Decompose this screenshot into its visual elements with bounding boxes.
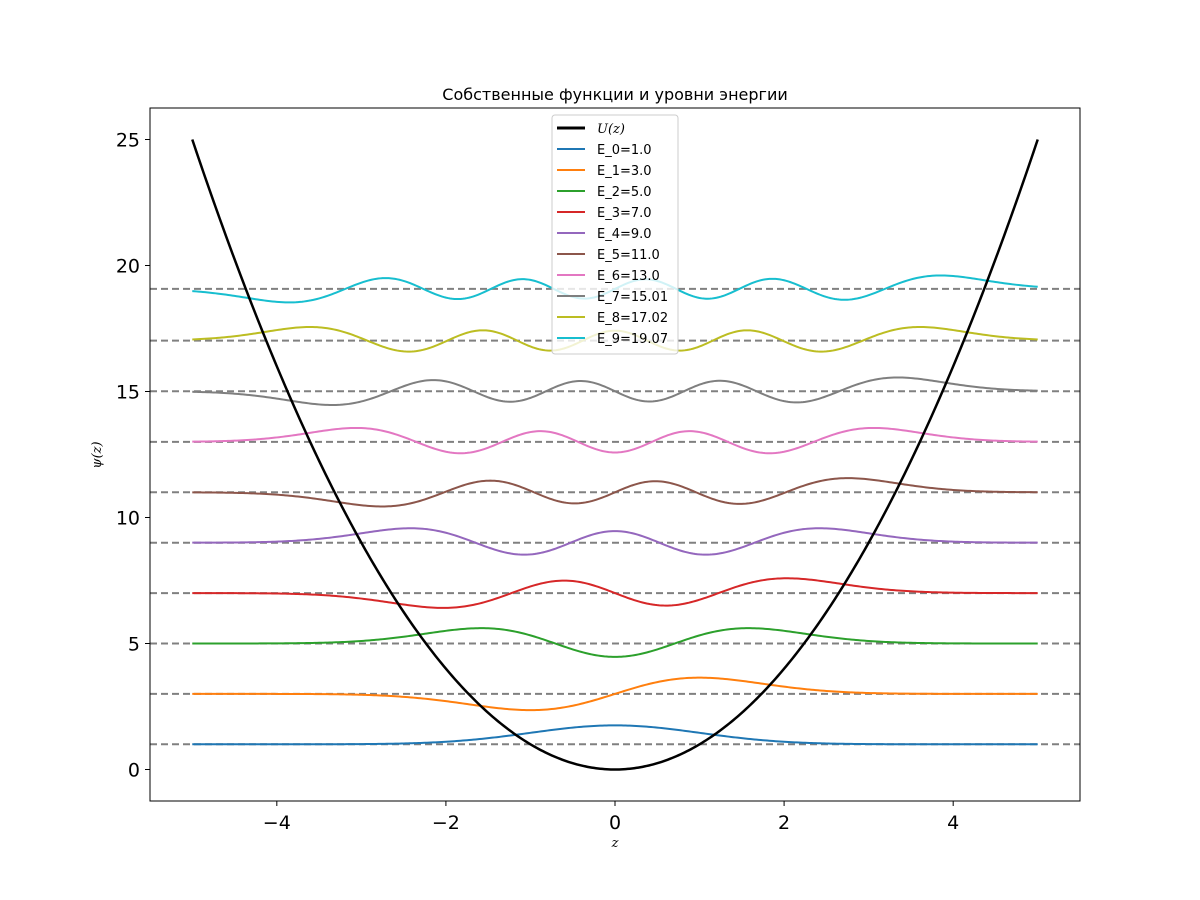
legend-label-potential: U(z)	[597, 122, 625, 137]
eigenfunction-line-5	[192, 477, 1038, 508]
legend-label-e7: E_7=15.01	[597, 290, 668, 305]
eigenfunction-line-6	[192, 426, 1038, 455]
legend-label-e2: E_2=5.0	[597, 185, 652, 200]
legend-label-e6: E_6=13.0	[597, 269, 660, 284]
legend: U(z) E_0=1.0 E_1=3.0 E_2=5.0 E_3=7.0 E_4=9.0 E…	[551, 114, 679, 355]
legend-label-e9: E_9=19.07	[597, 332, 668, 347]
y-tick-label: 15	[116, 382, 140, 404]
eigenfunction-line-7	[192, 376, 1038, 407]
x-tick-label: 0	[609, 812, 621, 834]
y-axis-label: ψ(z)	[90, 441, 105, 468]
eigenfunction-line-3	[192, 577, 1038, 609]
chart-title: Собственные функции и уровни энергии	[442, 85, 787, 104]
x-tick-label: −4	[263, 812, 291, 834]
y-tick-label: 5	[128, 634, 140, 656]
y-tick-label: 10	[116, 508, 140, 530]
y-tick-label: 0	[128, 760, 140, 782]
eigenfunction-line-0	[192, 724, 1038, 746]
eigenfunction-line-4	[192, 527, 1038, 556]
potential-curve	[191, 139, 1039, 771]
potential-curve-group	[191, 139, 1039, 771]
legend-label-e8: E_8=17.02	[597, 311, 668, 326]
x-axis-ticks: −4 −2 0 2 4	[263, 801, 959, 834]
y-tick-label: 20	[116, 256, 140, 278]
x-axis-label: z	[611, 836, 619, 851]
y-tick-label: 25	[116, 130, 140, 152]
x-tick-label: −2	[432, 812, 460, 834]
legend-label-e5: E_5=11.0	[597, 248, 660, 263]
legend-box	[551, 114, 679, 355]
x-tick-label: 2	[778, 812, 790, 834]
eigenfunction-line-2	[192, 627, 1038, 658]
x-tick-label: 4	[947, 812, 959, 834]
legend-label-e0: E_0=1.0	[597, 143, 652, 158]
eigenfunction-line-1	[192, 676, 1038, 712]
y-axis-ticks: 0 5 10 15 20 25	[116, 130, 150, 782]
legend-label-e1: E_1=3.0	[597, 164, 652, 179]
legend-label-e3: E_3=7.0	[597, 206, 652, 221]
legend-label-e4: E_4=9.0	[597, 227, 652, 242]
